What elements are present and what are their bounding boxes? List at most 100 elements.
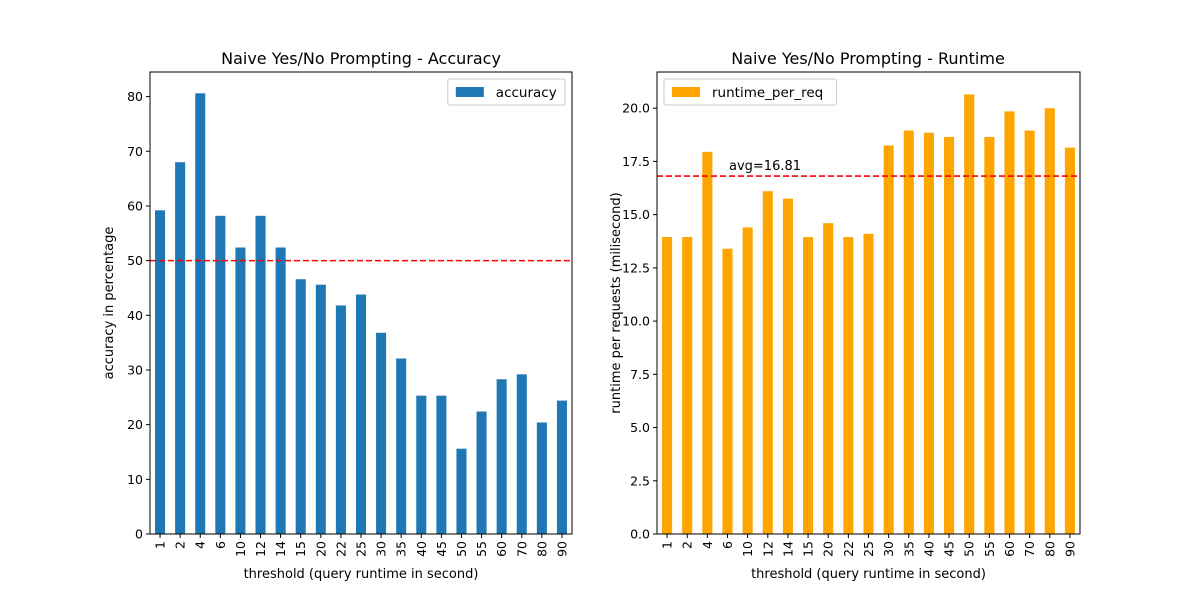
x-tick-label: 2 — [173, 541, 188, 549]
x-tick-label: 6 — [720, 541, 735, 549]
y-axis-label: accuracy in percentage — [102, 227, 117, 380]
y-axis-label: runtime per requests (milisecond) — [609, 192, 624, 413]
x-tick-label: 40 — [921, 541, 936, 557]
bar — [722, 248, 733, 535]
x-tick-label: 20 — [313, 541, 328, 557]
x-tick-label: 45 — [434, 541, 449, 557]
bar — [1024, 130, 1035, 534]
bar — [883, 145, 894, 535]
x-tick-label: 1 — [660, 541, 675, 549]
bar — [863, 233, 874, 534]
bar — [496, 379, 507, 534]
y-tick-label: 30 — [127, 362, 143, 377]
bar-group — [155, 93, 567, 535]
bar — [923, 132, 934, 534]
chart-title: Naive Yes/No Prompting - Accuracy — [221, 49, 501, 68]
bar — [903, 130, 914, 534]
bar — [803, 237, 814, 534]
y-tick-label: 40 — [127, 308, 143, 323]
accuracy-chart: Naive Yes/No Prompting - Accuracy 0 10 20 3… — [102, 49, 573, 582]
x-tick-label: 55 — [474, 541, 489, 557]
y-tick-label: 20 — [127, 417, 143, 432]
bar — [195, 93, 206, 535]
x-tick-label: 4 — [193, 541, 208, 549]
y-tick-label: 17.5 — [622, 154, 650, 169]
bar — [762, 191, 773, 534]
runtime-chart: Naive Yes/No Prompting - Runtime 0.0 2.5 5… — [609, 49, 1081, 582]
x-axis-label: threshold (query runtime in second) — [751, 567, 986, 582]
y-tick-label: 2.5 — [630, 473, 650, 488]
x-tick-label: 20 — [821, 541, 836, 557]
bar — [315, 284, 326, 534]
legend: accuracy — [447, 78, 566, 106]
x-tick-label: 45 — [942, 541, 957, 557]
bar — [1004, 111, 1015, 535]
legend-label: runtime_per_req — [712, 85, 823, 101]
y-tick-label: 10 — [127, 472, 143, 487]
bar — [155, 210, 166, 534]
legend: runtime_per_req — [663, 78, 837, 106]
x-tick-label: 35 — [394, 541, 409, 557]
y-axis-ticks: 0.0 2.5 5.0 7.5 10.0 12.5 15.0 17.5 20.0 — [622, 101, 657, 542]
x-tick-label: 15 — [801, 541, 816, 557]
legend-swatch — [455, 87, 484, 97]
x-tick-label: 70 — [514, 541, 529, 557]
bar — [456, 448, 467, 534]
bar — [396, 358, 407, 534]
x-tick-label: 60 — [494, 541, 509, 557]
x-tick-label: 6 — [213, 541, 228, 549]
bar — [476, 411, 487, 534]
bar — [964, 94, 975, 535]
bar — [295, 279, 306, 534]
y-tick-label: 12.5 — [622, 260, 650, 275]
x-tick-label: 25 — [354, 541, 369, 557]
bar-group — [662, 94, 1075, 535]
legend-box — [663, 78, 837, 106]
y-tick-label: 70 — [127, 144, 143, 159]
x-axis-ticks: 1 2 4 6 10 12 14 15 20 22 25 30 35 40 45 50 55 60 70 80 90 — [153, 534, 569, 557]
y-axis-ticks: 0 10 20 30 40 50 60 70 80 — [127, 89, 150, 542]
y-tick-label: 60 — [127, 198, 143, 213]
bar — [742, 227, 753, 534]
x-tick-label: 40 — [414, 541, 429, 557]
chart-title: Naive Yes/No Prompting - Runtime — [731, 49, 1005, 68]
x-tick-label: 90 — [554, 541, 569, 557]
bar — [376, 332, 387, 534]
bar — [843, 237, 854, 534]
y-tick-label: 50 — [127, 253, 143, 268]
x-tick-label: 1 — [153, 541, 168, 549]
y-tick-label: 5.0 — [630, 420, 650, 435]
x-tick-label: 70 — [1022, 541, 1037, 557]
x-tick-label: 15 — [293, 541, 308, 557]
x-tick-label: 10 — [233, 541, 248, 557]
x-tick-label: 22 — [841, 541, 856, 557]
x-tick-label: 35 — [901, 541, 916, 557]
x-tick-label: 12 — [253, 541, 268, 557]
x-tick-label: 4 — [700, 541, 715, 549]
legend-label: accuracy — [496, 85, 557, 101]
x-tick-label: 14 — [273, 541, 288, 557]
x-tick-label: 14 — [780, 541, 795, 557]
legend-swatch — [672, 87, 700, 97]
bar — [823, 223, 834, 534]
bar — [516, 374, 527, 534]
y-tick-label: 80 — [127, 89, 143, 104]
x-tick-label: 12 — [760, 541, 775, 557]
x-tick-label: 80 — [1042, 541, 1057, 557]
bar — [335, 305, 346, 534]
bar — [1044, 108, 1055, 535]
x-tick-label: 80 — [534, 541, 549, 557]
x-tick-label: 25 — [861, 541, 876, 557]
bar — [682, 237, 693, 534]
x-axis-label: threshold (query runtime in second) — [244, 567, 479, 582]
x-tick-label: 55 — [982, 541, 997, 557]
bar — [944, 136, 955, 534]
x-axis-ticks: 1 2 4 6 10 12 14 15 20 22 25 30 35 40 45 50 55 60 70 80 90 — [660, 534, 1077, 557]
bar — [255, 215, 266, 535]
bar — [355, 294, 367, 534]
average-annotation: avg=16.81 — [729, 159, 801, 174]
y-tick-label: 0 — [135, 527, 143, 542]
y-tick-label: 7.5 — [630, 367, 650, 382]
x-tick-label: 22 — [333, 541, 348, 557]
